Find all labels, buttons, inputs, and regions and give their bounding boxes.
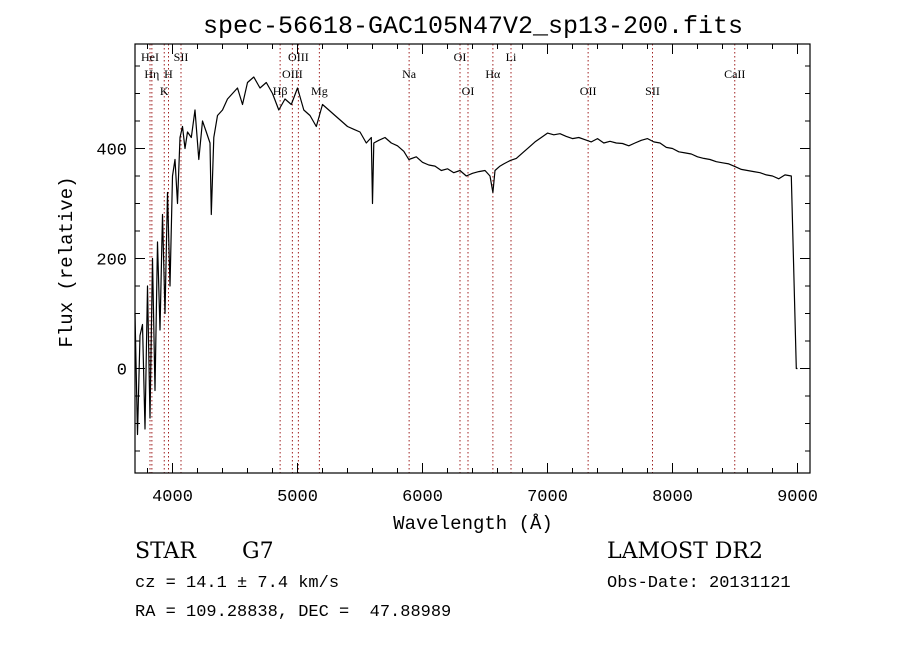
chart-title: spec-56618-GAC105N47V2_sp13-200.fits: [203, 12, 743, 41]
spectral-line-label: K: [160, 84, 169, 98]
spectral-line-label: CaII: [724, 67, 745, 81]
observation-date: Obs-Date: 20131121: [607, 574, 791, 593]
y-tick-label: 400: [96, 142, 127, 161]
x-tick-label: 8000: [652, 488, 693, 507]
spectral-line-label: Mg: [311, 84, 328, 98]
x-tick-label: 4000: [152, 488, 193, 507]
spectral-line-label: Hβ: [273, 84, 288, 98]
spectral-line-label: OI: [454, 50, 467, 64]
spectral-line-label: H: [164, 67, 173, 81]
plot-frame: [134, 43, 811, 474]
y-axis-label: Flux (relative): [56, 176, 78, 347]
spectral-line-label: OII: [580, 84, 597, 98]
spectrum-series: [134, 76, 798, 436]
redshift-cz: cz = 14.1 ± 7.4 km/s: [135, 574, 340, 593]
spectral-line-label: Li: [506, 50, 517, 64]
spectrum-line: [134, 76, 798, 436]
spectral-line-label: HeI: [141, 50, 159, 64]
spectral-line-label: SII: [645, 84, 660, 98]
axis-ticks: 4000 5000 6000 7000 8000 9000 0 200 400: [96, 44, 818, 507]
spectral-line-label: OI: [462, 84, 475, 98]
spectral-line-label: Hη: [144, 67, 159, 81]
spectral-line-label: Hα: [485, 67, 501, 81]
y-tick-label: 0: [117, 362, 127, 381]
coordinates: RA = 109.28838, DEC = 47.88989: [135, 603, 452, 622]
x-axis-label: Wavelength (Å): [393, 513, 553, 535]
spectral-line-markers: [149, 44, 736, 473]
line-labels: HeI Hη HK SII OIII OIII Mg Hβ Na OI OI Hα Li OII SII Ca…: [141, 50, 745, 98]
spectral-line-label: SII: [174, 50, 189, 64]
object-subclass: G7: [242, 539, 274, 564]
spectral-line-label: OIII: [282, 67, 303, 81]
object-class: STAR: [135, 539, 196, 564]
y-tick-label: 200: [96, 252, 127, 271]
spectral-line-label: OIII: [288, 50, 309, 64]
spectral-line-label: Na: [402, 67, 417, 81]
x-tick-label: 5000: [277, 488, 318, 507]
survey-name: LAMOST DR2: [607, 539, 763, 564]
x-tick-label: 9000: [777, 488, 818, 507]
x-tick-label: 7000: [527, 488, 568, 507]
x-tick-label: 6000: [402, 488, 443, 507]
